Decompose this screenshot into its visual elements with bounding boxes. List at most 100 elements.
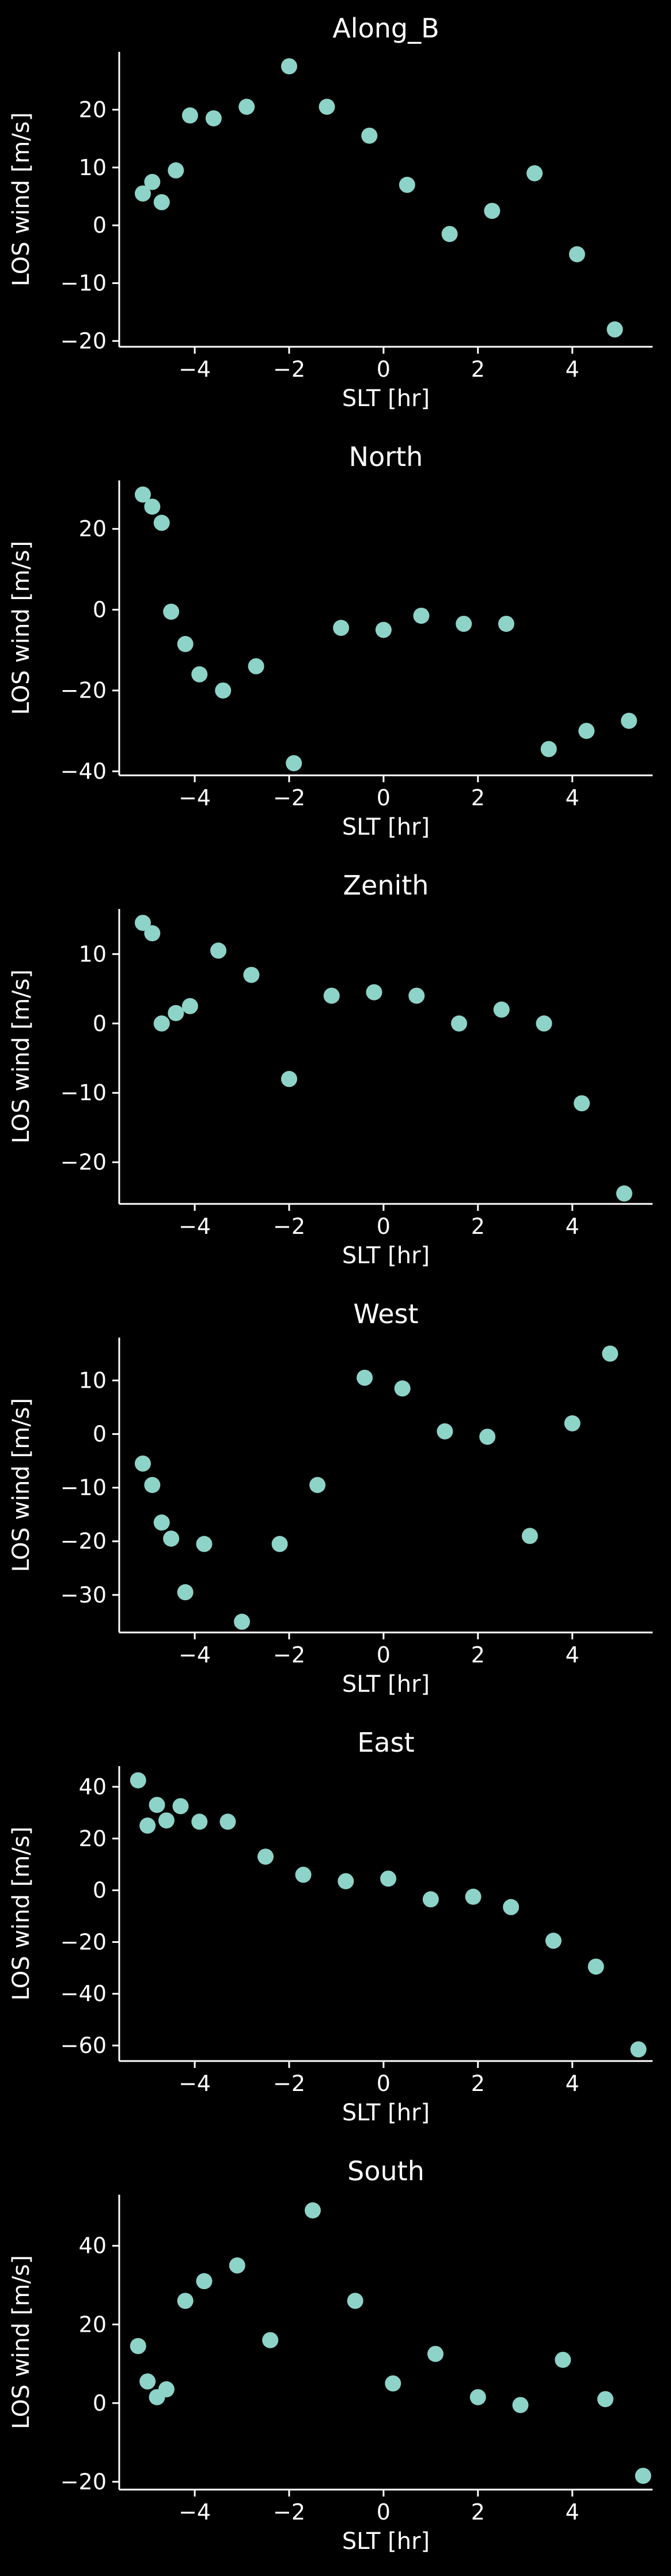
data-point — [219, 1813, 236, 1830]
y-axis-label: LOS wind [m/s] — [8, 1398, 35, 1572]
y-axis-label: LOS wind [m/s] — [8, 969, 35, 1143]
data-point — [427, 2346, 444, 2362]
data-point — [333, 620, 350, 636]
data-point — [153, 1514, 170, 1531]
data-point — [394, 1380, 411, 1397]
data-point — [545, 1933, 562, 1949]
x-tick-label: 4 — [566, 2499, 579, 2525]
x-tick-label: 0 — [377, 2499, 391, 2525]
data-point — [441, 226, 458, 243]
panel-title: West — [353, 1298, 418, 1329]
x-tick-label: 0 — [377, 1214, 391, 1239]
x-tick-label: 0 — [377, 1642, 391, 1668]
y-tick-label: 20 — [79, 2312, 107, 2337]
y-tick-label: −40 — [60, 759, 107, 784]
data-point — [512, 2397, 529, 2414]
data-point — [479, 1429, 496, 1445]
data-point — [635, 2468, 651, 2484]
data-point — [158, 1812, 175, 1829]
x-tick-label: −4 — [179, 357, 211, 382]
y-tick-label: 0 — [93, 597, 107, 622]
data-point — [526, 165, 543, 181]
y-tick-label: −30 — [60, 1582, 107, 1608]
x-tick-label: −2 — [273, 2499, 305, 2525]
data-point — [375, 622, 392, 638]
x-axis-label: SLT [hr] — [342, 1671, 430, 1698]
data-point — [361, 127, 378, 144]
y-tick-label: 0 — [93, 1878, 107, 1903]
y-tick-label: −60 — [60, 2033, 107, 2058]
data-point — [271, 1536, 288, 1552]
y-tick-label: −20 — [60, 328, 107, 354]
y-axis-label: LOS wind [m/s] — [8, 1827, 35, 2001]
data-point — [196, 2273, 213, 2290]
x-tick-label: −4 — [179, 2071, 211, 2096]
data-point — [347, 2293, 363, 2309]
x-tick-label: 2 — [471, 2071, 485, 2096]
data-point — [144, 173, 161, 190]
y-tick-label: 20 — [79, 516, 107, 541]
data-point — [323, 987, 340, 1004]
data-point — [465, 1888, 482, 1905]
data-point — [503, 1899, 520, 1915]
y-axis-label: LOS wind [m/s] — [8, 2255, 35, 2429]
data-point — [144, 1477, 161, 1493]
data-point — [196, 1536, 213, 1552]
data-point — [134, 915, 151, 931]
x-tick-label: 0 — [377, 2071, 391, 2096]
panel-title: Zenith — [343, 870, 429, 901]
x-tick-label: 4 — [566, 1214, 579, 1239]
y-tick-label: −10 — [60, 1475, 107, 1501]
x-axis-label: SLT [hr] — [342, 2100, 430, 2126]
data-point — [304, 2202, 321, 2219]
data-point — [597, 2391, 614, 2407]
data-point — [158, 2381, 175, 2397]
data-point — [630, 2041, 647, 2058]
data-point — [134, 185, 151, 202]
panel-title: Along_B — [332, 13, 439, 44]
data-point — [621, 713, 638, 729]
y-tick-label: 10 — [79, 155, 107, 180]
x-tick-label: 4 — [566, 1642, 579, 1668]
y-tick-label: −10 — [60, 1080, 107, 1105]
data-point — [168, 1005, 184, 1021]
y-tick-label: 10 — [79, 941, 107, 967]
y-tick-label: 0 — [93, 1422, 107, 1447]
y-tick-label: 0 — [93, 1011, 107, 1036]
data-point — [385, 2375, 401, 2392]
data-point — [181, 107, 198, 124]
data-point — [130, 1772, 146, 1789]
x-tick-label: 2 — [471, 785, 485, 810]
data-point — [238, 99, 255, 115]
data-point — [422, 1891, 439, 1908]
data-point — [587, 1958, 604, 1975]
y-tick-label: −20 — [60, 678, 107, 703]
x-tick-label: 4 — [566, 2071, 579, 2096]
data-point — [281, 58, 298, 75]
x-tick-label: −2 — [273, 357, 305, 382]
data-point — [493, 1001, 510, 1018]
x-tick-label: 0 — [377, 785, 391, 810]
y-tick-label: −10 — [60, 271, 107, 296]
x-tick-label: −4 — [179, 2499, 211, 2525]
y-tick-label: 10 — [79, 1367, 107, 1393]
data-point — [555, 2351, 571, 2368]
data-point — [181, 998, 198, 1014]
x-tick-label: 4 — [566, 785, 579, 810]
x-tick-label: −4 — [179, 785, 211, 810]
data-point — [408, 987, 425, 1004]
data-point — [484, 203, 501, 219]
panel-title: South — [347, 2155, 424, 2187]
data-point — [568, 246, 585, 263]
data-point — [153, 514, 170, 531]
y-tick-label: −40 — [60, 1981, 107, 2006]
y-tick-label: 20 — [79, 97, 107, 122]
data-point — [295, 1866, 312, 1883]
data-point — [456, 615, 472, 632]
data-point — [149, 1797, 165, 1813]
data-point — [498, 615, 514, 632]
x-tick-label: −2 — [273, 2071, 305, 2096]
data-point — [262, 2332, 279, 2348]
x-axis-label: SLT [hr] — [342, 1242, 430, 1269]
